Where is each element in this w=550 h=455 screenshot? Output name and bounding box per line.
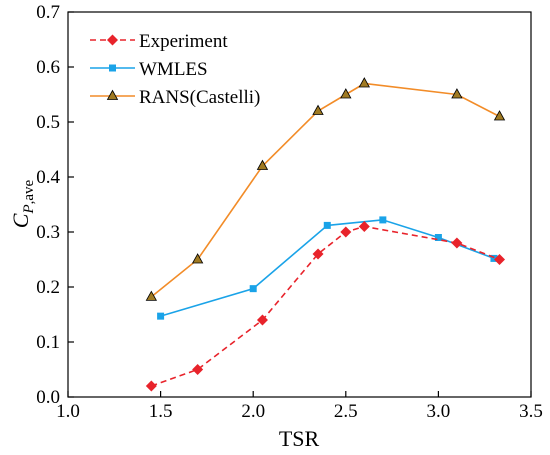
data-point-experiment: [340, 226, 352, 238]
x-tick-label: 2.0: [241, 401, 265, 422]
data-point-experiment: [192, 364, 204, 375]
axis-layer: 1.0 1.5 2.0 2.5 3.0 3.5 0.0 0.1 0.2 0.3 0.4 0.5 0.6 0…: [36, 2, 543, 422]
y-tick-label: 0.2: [36, 277, 60, 298]
data-point-rans-castelli: [493, 110, 506, 121]
data-point-rans-castelli: [358, 77, 370, 88]
data-point-rans-castelli: [312, 104, 324, 115]
data-point-experiment: [256, 314, 268, 326]
x-axis-label: TSR: [279, 426, 320, 451]
legend-rans-marker: [106, 89, 119, 100]
y-tick-label: 0.3: [36, 222, 60, 243]
data-point-rans-castelli: [191, 253, 204, 264]
y-axis-label-sub: P: [21, 204, 37, 214]
data-point-experiment: [312, 248, 324, 260]
y-tick-label: 0.7: [36, 2, 60, 23]
data-point-rans-castelli: [340, 88, 352, 99]
series-line-wmles: [160, 219, 495, 317]
x-tick-label: 2.5: [334, 401, 358, 422]
plot-frame: [67, 11, 532, 398]
x-tick-label: 3.0: [427, 401, 451, 422]
y-axis-label-main: C: [8, 213, 33, 228]
legend: Experiment WMLES RANS(Castelli): [90, 31, 260, 108]
y-tick-label: 0.6: [36, 57, 60, 78]
svg-text:CP,ave: CP,ave: [8, 179, 37, 228]
data-point-experiment: [358, 221, 370, 232]
data-point-rans-castelli: [451, 88, 463, 99]
legend-wmles-marker: [109, 64, 116, 72]
legend-experiment-marker: [107, 34, 118, 46]
data-point-wmles: [323, 221, 331, 229]
data-point-wmles: [434, 234, 442, 241]
data-point-experiment: [494, 254, 506, 265]
data-point-wmles: [490, 254, 498, 262]
data-point-wmles: [379, 216, 387, 224]
x-tick-label: 3.5: [519, 401, 543, 422]
y-axis-label: CP,ave: [8, 179, 37, 228]
y-tick-label: 0.1: [36, 332, 60, 353]
data-point-wmles: [157, 312, 165, 320]
y-tick-label: 0.5: [36, 112, 60, 133]
y-axis-label-sub2: ,ave: [21, 179, 37, 204]
legend-experiment-label: Experiment: [139, 31, 228, 52]
data-point-rans-castelli: [256, 159, 269, 170]
data-point-experiment: [451, 237, 463, 249]
series-line-rans-castelli: [150, 82, 500, 298]
data-point-rans-castelli: [145, 290, 158, 301]
data-point-experiment: [145, 380, 157, 392]
series-line-experiment: [151, 225, 500, 387]
x-tick-label: 1.0: [56, 401, 80, 422]
plot-layer: [145, 77, 506, 392]
y-tick-label: 0.4: [36, 167, 60, 188]
x-tick-label: 1.5: [149, 401, 173, 422]
legend-wmles-label: WMLES: [139, 59, 208, 80]
legend-rans-label: RANS(Castelli): [139, 87, 260, 108]
y-tick-label: 0.0: [36, 387, 60, 408]
data-point-wmles: [249, 285, 257, 293]
